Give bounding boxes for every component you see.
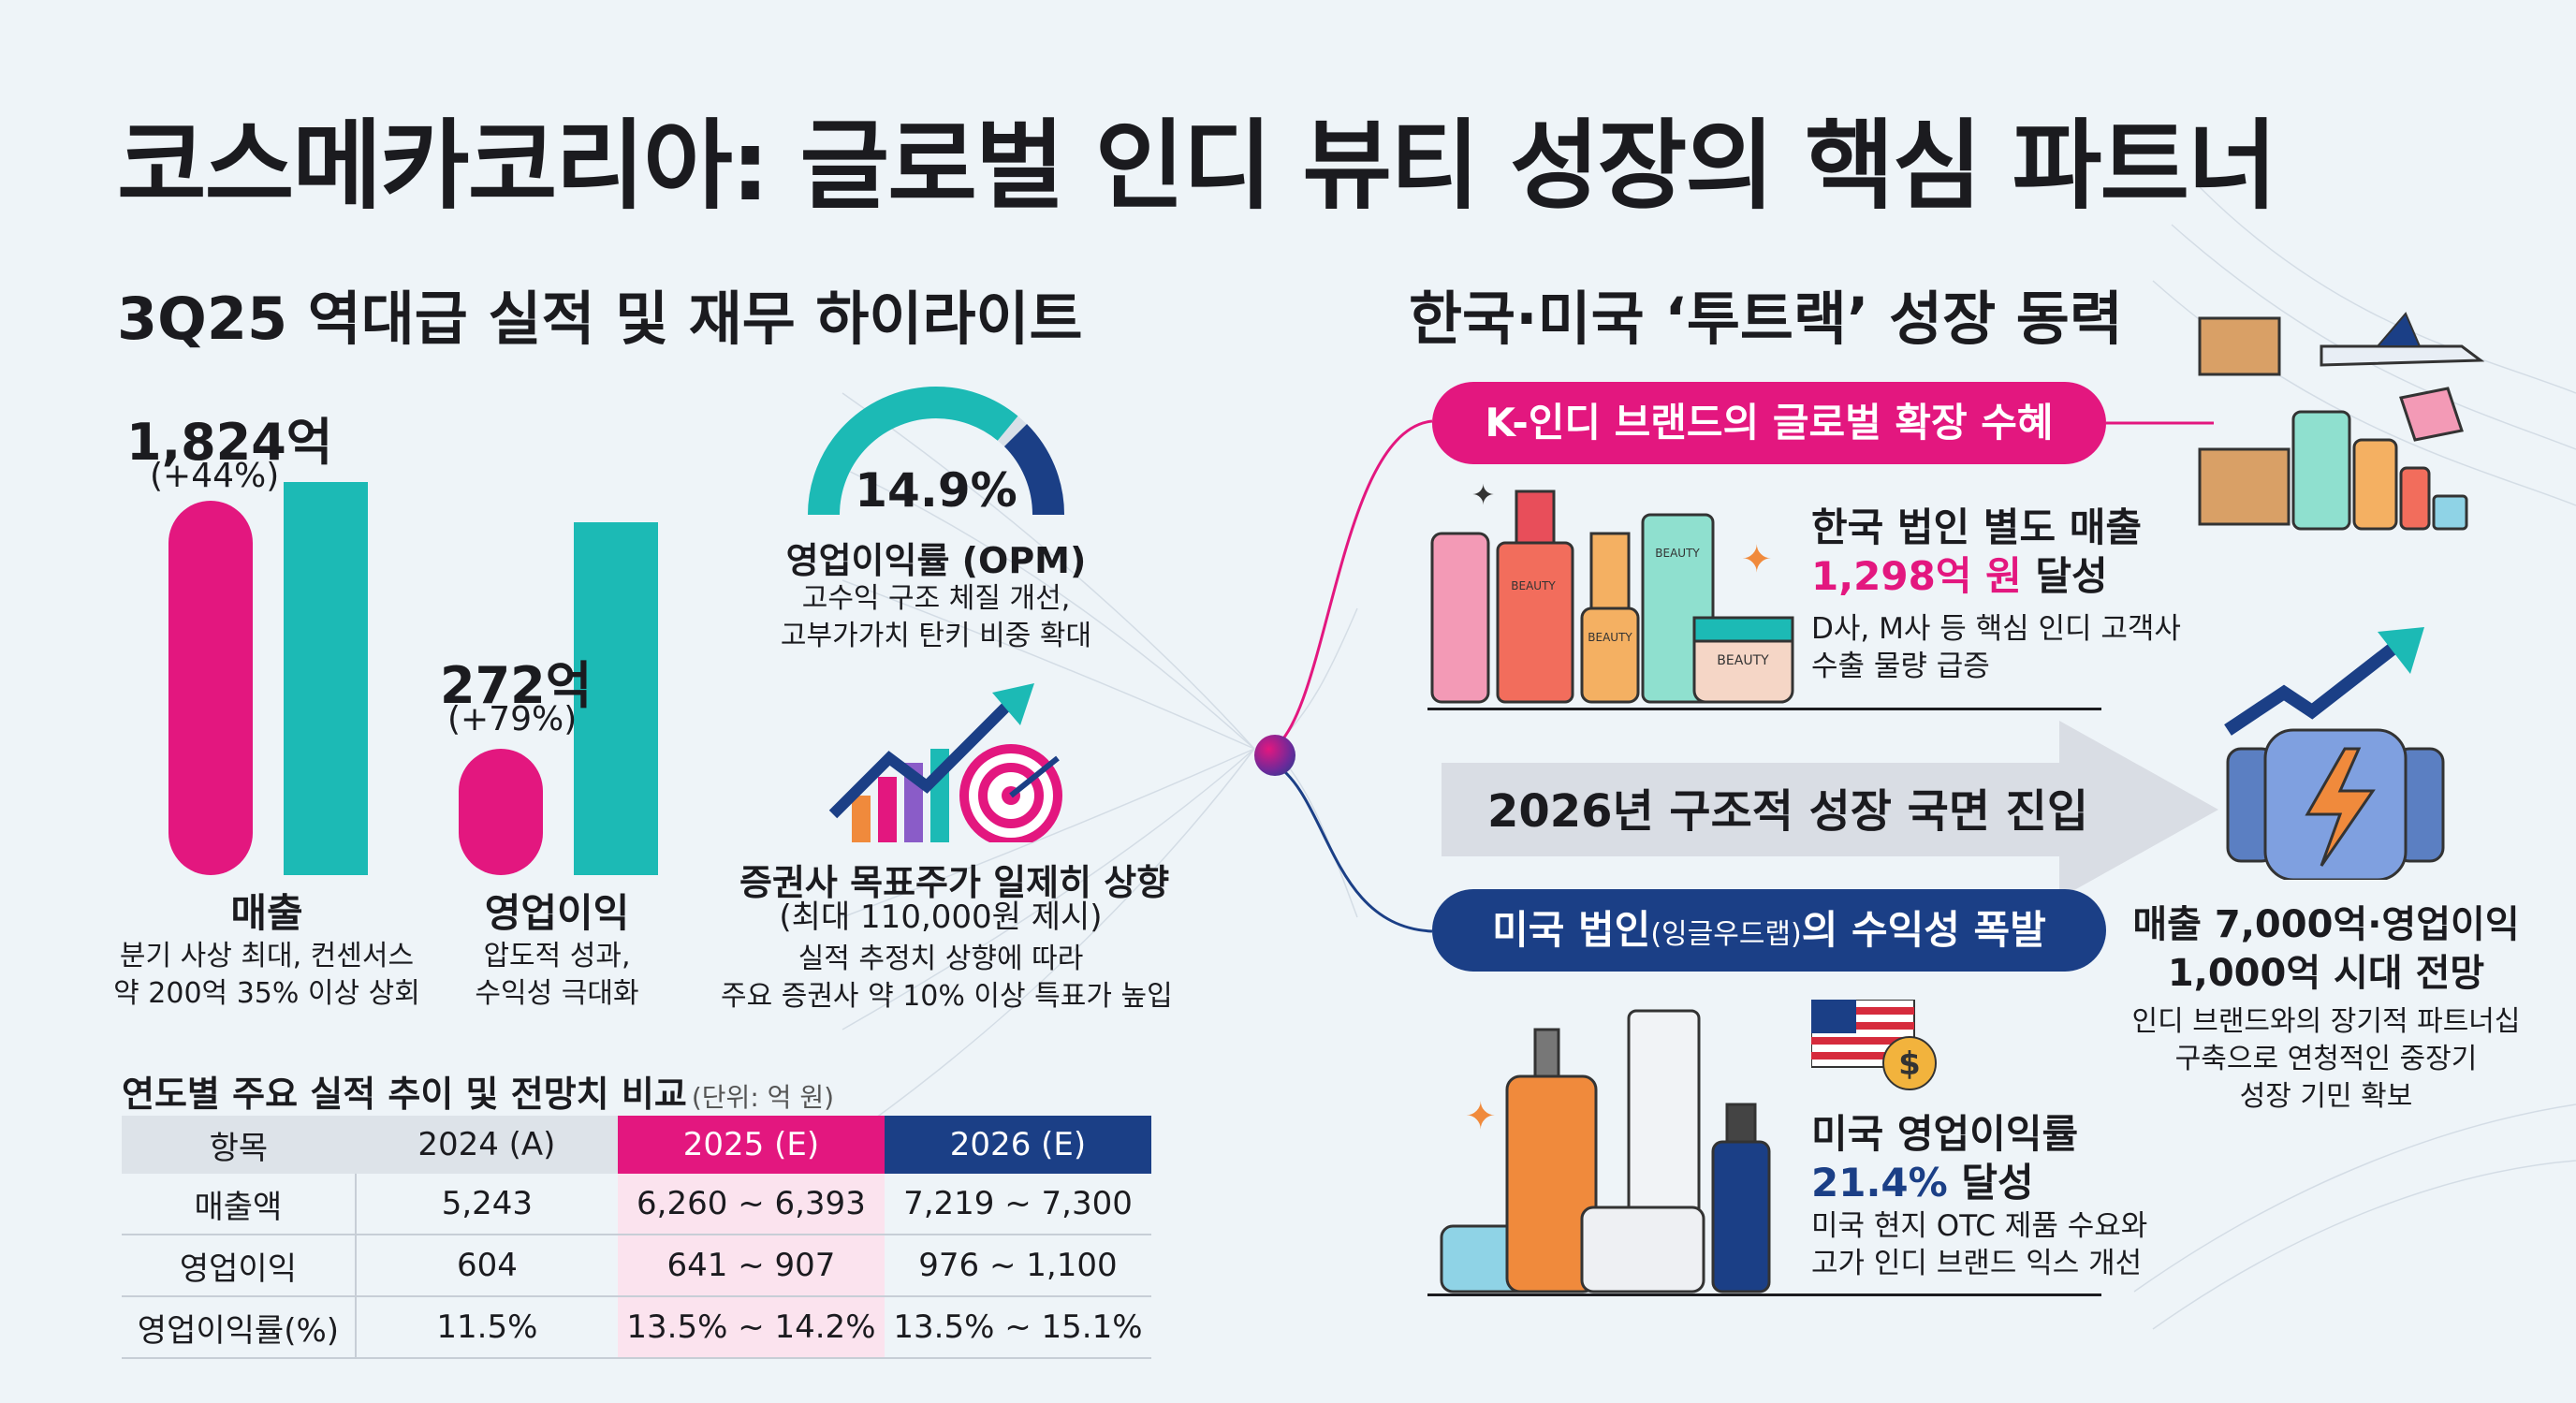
korea-product-label-small: BEAUTY [1588,631,1632,644]
korea-products-icon: BEAUTY BEAUTY BEAUTY BEAUTY [1430,490,1794,704]
usa-pill-main: 미국 법인 [1492,907,1651,953]
usa-title: 미국 영업이익률 [1811,1111,2079,1157]
revenue-growth: (+44%) [150,457,280,495]
target-desc: 실적 추정치 상향에 따라 주요 증권사 약 10% 이상 특표가 높입 [721,943,1173,1013]
sparkle-icon: ✦ [1741,538,1773,581]
opm-label: 영업이익률 (OPM) [785,540,1087,581]
target-growth-icon [828,683,1062,842]
sparkle-icon: ✦ [1465,1095,1497,1138]
table-title: 연도별 주요 실적 추이 및 전망치 비교 [122,1074,687,1115]
usa-value-suffix: 달성 [1961,1160,2034,1206]
profit-bar-teal [574,522,658,875]
growth-engine-icon [2224,627,2445,880]
korea-product-label-tube: BEAUTY [1655,547,1700,560]
cell: 13.5% ~ 15.1% [884,1296,1151,1359]
cell: 13.5% ~ 14.2% [617,1296,885,1359]
table-title-wrap: 연도별 주요 실적 추이 및 전망치 비교 (단위: 억 원) [122,1065,834,1117]
hub-dot [1254,735,1295,776]
usa-divider [1427,1293,2101,1296]
revenue-desc: 분기 사상 최대, 컨센서스 약 200억 35% 이상 상회 [113,940,420,1010]
usa-desc: 미국 현지 OTC 제품 수요와 고가 인디 브랜드 익스 개선 [1811,1209,2148,1280]
cell: 11.5% [355,1296,618,1359]
revenue-bar-pink [168,501,253,875]
table-unit: (단위: 억 원) [691,1082,834,1113]
korea-product-label-pump: BEAUTY [1511,579,1556,592]
table-row: 영업이익 604 641 ~ 907 976 ~ 1,100 [122,1235,1151,1297]
header-item: 항목 [122,1116,356,1174]
usa-pill-end: 의 수익성 폭발 [1801,907,2046,953]
sparkle-icon: ✦ [1471,479,1496,512]
korea-divider [1427,708,2101,710]
revenue-value: 1,824억 [126,413,333,472]
table-header-row: 항목 2024 (A) 2025 (E) 2026 (E) [122,1116,1151,1174]
page-title: 코스메카코리아: 글로벌 인디 뷰티 성장의 핵심 파트너 [117,109,2277,223]
revenue-bar-teal [284,482,368,875]
bar-chart [168,482,658,875]
usa-value-line: 21.4% 달성 [1811,1151,2034,1208]
header-2026: 2026 (E) [884,1116,1151,1174]
opm-value: 14.9% [855,463,1017,518]
korea-pill: K-인디 브랜드의 글로벌 확장 수혜 [1432,382,2106,464]
korea-title: 한국 법인 별도 매출 [1811,504,2142,550]
header-2024: 2024 (A) [355,1116,618,1174]
arrow-text: 2026년 구조적 성장 국면 진입 [1486,785,2089,838]
us-flag-dollar-icon: $ [1811,1000,1937,1090]
opm-desc: 고수익 구조 체질 개선, 고부가가치 탄키 비중 확대 [780,582,1092,652]
usa-pill: 미국 법인(잉글우드랩)의 수익성 폭발 [1432,889,2106,972]
korea-value-suffix: 달성 [2035,553,2108,599]
growth-arrow [1442,721,2218,899]
revenue-label: 매출 [230,890,303,936]
target-sub: (최대 110,000원 제시) [779,899,1103,936]
opm-gauge [808,387,1065,516]
profit-growth: (+79%) [447,700,578,738]
korea-desc: D사, M사 등 핵심 인디 고객사 수출 물량 급증 [1811,612,2181,683]
cell: 7,219 ~ 7,300 [884,1174,1151,1235]
usa-pill-small: (잉글우드랩) [1650,918,1802,951]
target-label: 증권사 목표주가 일제히 상향 [739,862,1170,903]
cell: 604 [355,1235,618,1297]
cell: 영업이익률(%) [122,1296,357,1359]
korea-value-line: 1,298억 원 달성 [1811,545,2108,602]
cell: 5,243 [355,1174,618,1235]
header-2025: 2025 (E) [617,1116,885,1174]
profit-label: 영업이익 [484,890,630,936]
table-row: 영업이익률(%) 11.5% 13.5% ~ 14.2% 13.5% ~ 15.… [122,1296,1151,1359]
cell: 641 ~ 907 [617,1235,885,1297]
logistics-icon [2198,312,2485,531]
svg-text:$: $ [1898,1045,1921,1083]
profit-desc: 압도적 성과, 수익성 극대화 [475,940,639,1010]
cell: 매출액 [122,1174,357,1235]
cell: 영업이익 [122,1235,357,1297]
korea-product-label-jar: BEAUTY [1717,653,1769,668]
korea-value: 1,298억 원 [1811,553,2022,599]
usa-value: 21.4% [1811,1160,1948,1206]
growth-drivers-heading: 한국·미국 ‘투트랙’ 성장 동력 [1409,285,2123,353]
outlook-desc: 인디 브랜드와의 장기적 파트너십 구축으로 연청적인 중장기 성장 기민 확보 [2131,1005,2521,1113]
cell: 976 ~ 1,100 [884,1235,1151,1297]
table-row: 매출액 5,243 6,260 ~ 6,393 7,219 ~ 7,300 [122,1174,1151,1235]
profit-bar-pink [459,749,543,875]
highlights-heading: 3Q25 역대급 실적 및 재무 하이라이트 [117,285,1083,353]
usa-products-icon [1440,1009,1771,1293]
profit-value: 272억 [440,656,593,715]
outlook-title: 매출 7,000억·영업이익 1,000억 시대 전망 [2132,903,2520,995]
cell: 6,260 ~ 6,393 [617,1174,885,1235]
performance-table: 항목 2024 (A) 2025 (E) 2026 (E) 매출액 5,243 … [122,1116,1151,1359]
